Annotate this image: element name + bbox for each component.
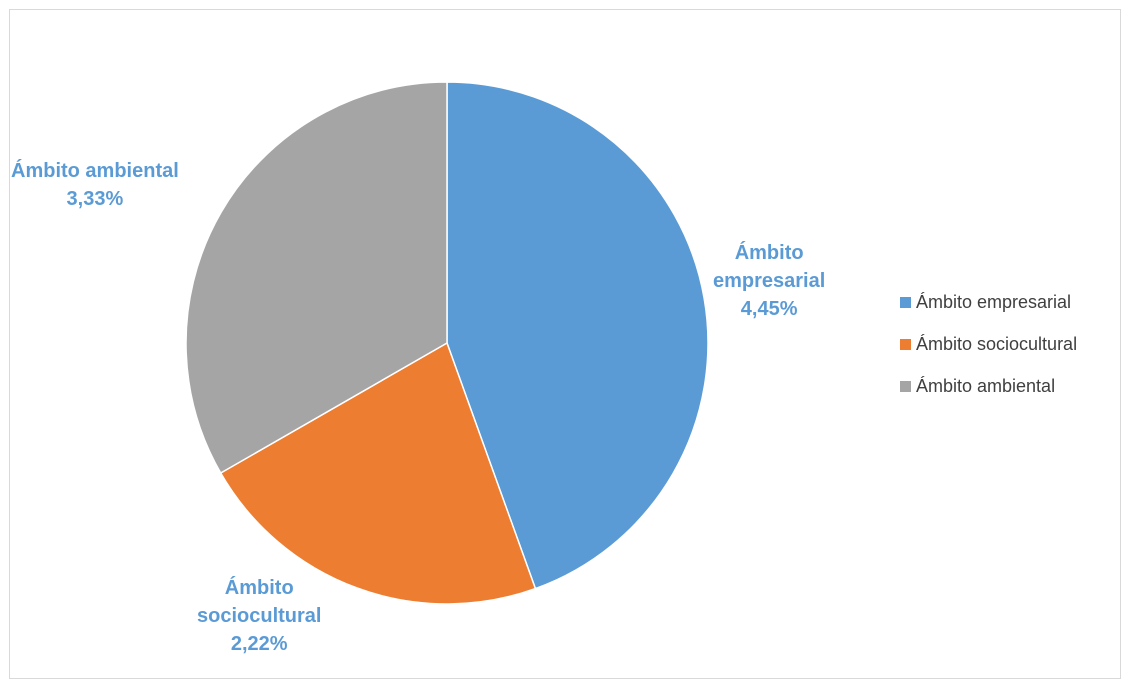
legend-item-empresarial: Ámbito empresarial bbox=[900, 292, 1077, 312]
data-label-sociocultural-line2: sociocultural bbox=[197, 605, 322, 627]
legend-label-ambiental: Ámbito ambiental bbox=[916, 375, 1056, 396]
legend-item-ambiental: Ámbito ambiental bbox=[900, 376, 1077, 396]
pie-slice-empresarial bbox=[446, 81, 709, 590]
data-label-sociocultural-value: 2,22% bbox=[230, 633, 288, 655]
chart-area: Ámbito empresarial 4,45% Ámbito sociocul… bbox=[9, 9, 1121, 679]
data-label-empresarial: Ámbito empresarial 4,45% bbox=[713, 239, 825, 323]
legend: Ámbito empresarial Ámbito sociocultural … bbox=[900, 292, 1077, 418]
legend-swatch-sociocultural bbox=[900, 338, 911, 350]
legend-swatch-ambiental bbox=[900, 380, 911, 392]
data-label-sociocultural-line1: Ámbito bbox=[224, 577, 294, 599]
data-label-empresarial-line1: Ámbito bbox=[734, 242, 804, 264]
data-label-empresarial-line2: empresarial bbox=[713, 270, 826, 292]
legend-label-sociocultural: Ámbito sociocultural bbox=[916, 333, 1078, 354]
data-label-ambiental: Ámbito ambiental 3,33% bbox=[11, 157, 179, 213]
pie-slice-ambiental bbox=[185, 81, 448, 475]
data-label-sociocultural: Ámbito sociocultural 2,22% bbox=[197, 574, 321, 658]
legend-label-empresarial: Ámbito empresarial bbox=[916, 291, 1072, 312]
pie-slice-sociocultural bbox=[219, 341, 537, 605]
data-label-ambiental-line1: Ámbito ambiental bbox=[11, 160, 179, 182]
data-label-ambiental-value: 3,33% bbox=[66, 188, 124, 210]
legend-item-sociocultural: Ámbito sociocultural bbox=[900, 334, 1077, 354]
data-label-empresarial-value: 4,45% bbox=[740, 298, 798, 320]
pie-chart bbox=[185, 81, 709, 605]
legend-swatch-empresarial bbox=[900, 296, 911, 308]
